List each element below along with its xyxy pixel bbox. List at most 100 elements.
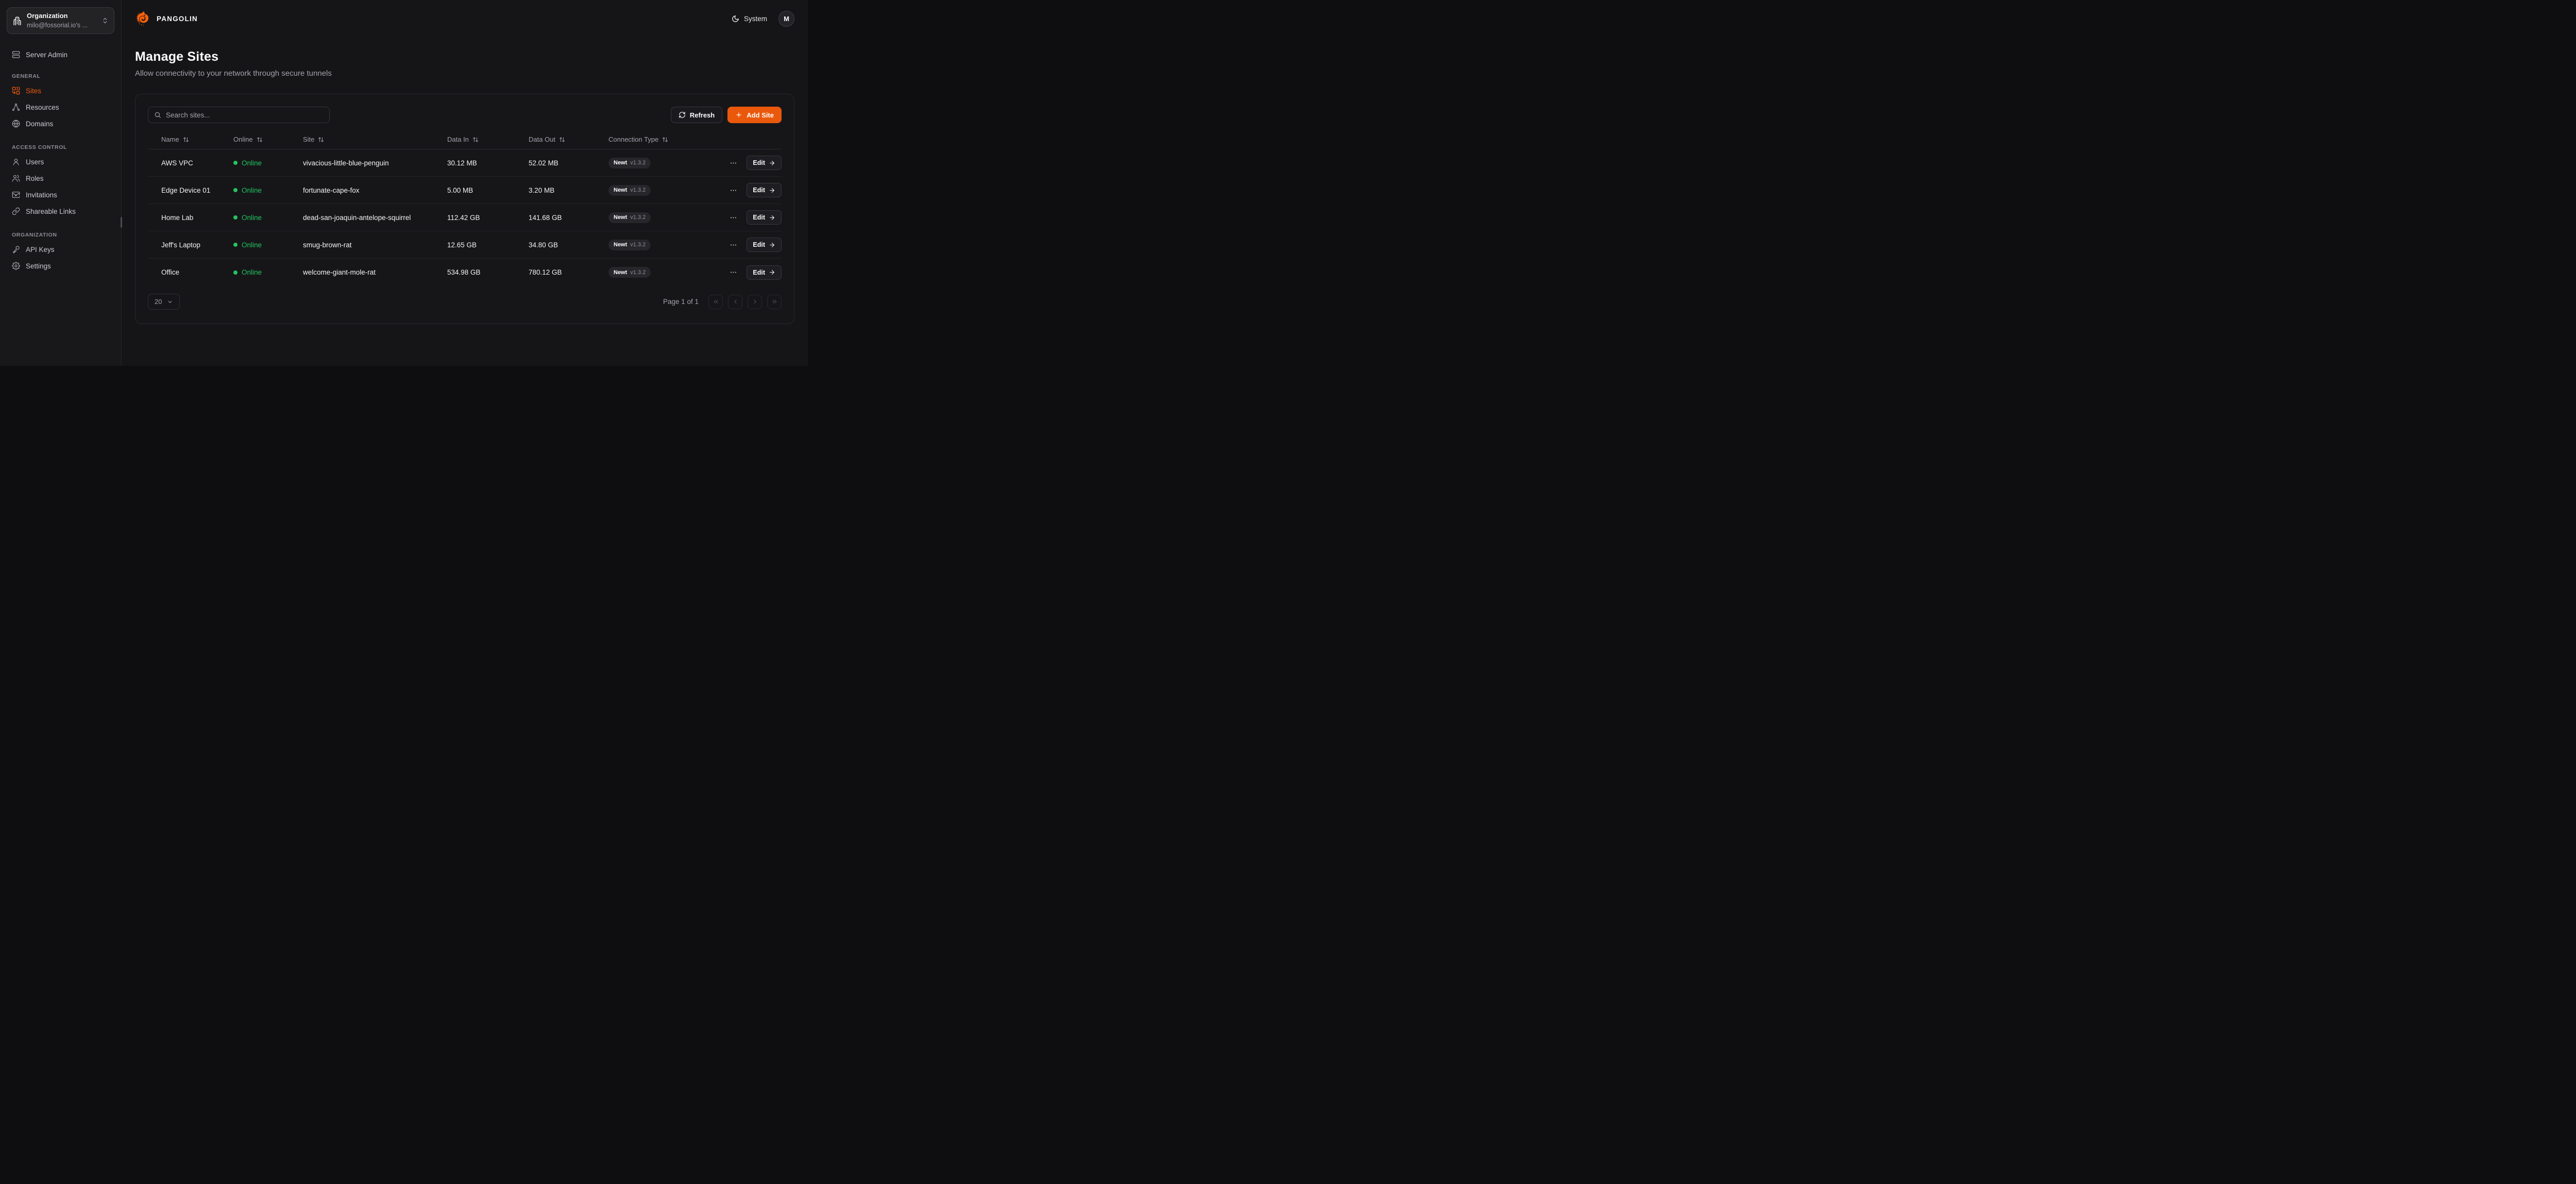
sidebar-item-label: Domains [26,120,54,128]
connection-type-cell: Newt v1.3.2 [608,184,730,196]
prev-page-button[interactable] [728,294,742,309]
column-header-name[interactable]: Name [148,136,233,143]
connection-badge: Newt v1.3.2 [608,267,651,278]
edit-button[interactable]: Edit [747,265,782,280]
sidebar-item-label: Invitations [26,191,57,199]
chevrons-right-icon [772,300,776,303]
server-icon [12,50,20,59]
sidebar-nav: Server Admin GENERAL Sites Resources Dom [7,46,114,274]
ellipsis-icon [731,217,737,218]
data-in-value: 112.42 GB [447,213,480,222]
card-toolbar: Refresh Add Site [148,107,782,123]
theme-toggle[interactable]: System [732,15,767,23]
link-icon [12,207,20,215]
add-site-button[interactable]: Add Site [727,107,782,123]
search-box [148,107,330,123]
edit-label: Edit [753,241,765,248]
avatar[interactable]: M [778,10,794,27]
sidebar-item-sites[interactable]: Sites [7,82,114,99]
row-actions: Edit [730,156,782,170]
connection-version: v1.3.2 [630,187,646,193]
site-name: Home Lab [161,213,194,222]
search-input[interactable] [166,111,324,119]
chevron-right-icon [753,299,756,304]
waypoints-icon [12,103,20,111]
topbar-right: System M [732,10,794,27]
sidebar-item-server-admin[interactable]: Server Admin [7,46,114,63]
refresh-icon [679,111,686,119]
sidebar-item-label: Users [26,158,44,166]
plus-icon [735,111,742,119]
org-selector-texts: Organization milo@fossorial.io's ... [27,11,97,30]
table-header-row: Name Online Site Data In [148,130,782,149]
table-row: Home Lab Online dead-san-joaquin-antelop… [148,204,782,231]
row-menu-button[interactable] [730,241,737,249]
search-icon [154,111,161,119]
sidebar-item-roles[interactable]: Roles [7,170,114,187]
edit-button[interactable]: Edit [747,210,782,225]
building-icon [12,16,22,26]
page-title: Manage Sites [135,49,219,64]
site-name: Office [161,268,180,276]
nav-section-access-control: ACCESS CONTROL [12,144,67,150]
page-subtitle: Allow connectivity to your network throu… [135,69,332,78]
sort-icon [662,137,668,143]
data-in-value: 12.65 GB [447,241,477,249]
online-label: Online [242,186,262,194]
row-menu-button[interactable] [730,187,737,194]
sidebar-item-label: Shareable Links [26,207,76,215]
edit-button[interactable]: Edit [747,183,782,197]
row-actions: Edit [730,238,782,252]
sites-icon [12,87,20,95]
online-dot-icon [233,270,238,275]
topbar: PANGOLIN System M [122,0,808,37]
row-menu-button[interactable] [730,268,737,276]
sidebar-item-invitations[interactable]: Invitations [7,187,114,203]
sidebar-resize-handle[interactable] [121,217,122,228]
moon-icon [732,15,739,23]
arrow-right-icon [769,187,775,194]
connection-version: v1.3.2 [630,269,646,276]
column-header-site[interactable]: Site [303,136,447,143]
table-row: Office Online welcome-giant-mole-rat 534… [148,259,782,286]
sidebar-item-label: Server Admin [26,50,68,59]
chevrons-up-down-icon [101,17,109,24]
online-dot-icon [233,188,238,192]
connection-type-cell: Newt v1.3.2 [608,239,730,250]
pager-label: Page 1 of 1 [663,298,699,306]
column-header-data-in[interactable]: Data In [447,136,529,143]
online-status: Online [233,214,303,222]
column-header-connection-type[interactable]: Connection Type [608,136,782,143]
connection-version: v1.3.2 [630,242,646,248]
row-menu-button[interactable] [730,159,737,167]
edit-button[interactable]: Edit [747,238,782,252]
column-header-data-out[interactable]: Data Out [529,136,608,143]
first-page-button[interactable] [708,294,723,309]
sidebar-item-api-keys[interactable]: API Keys [7,241,114,258]
sidebar-item-users[interactable]: Users [7,154,114,170]
sidebar-item-shareable-links[interactable]: Shareable Links [7,203,114,219]
row-actions: Edit [730,210,782,225]
sidebar-item-label: API Keys [26,245,55,253]
ellipsis-icon [731,244,737,245]
page-size-select[interactable]: 20 [148,294,180,310]
last-page-button[interactable] [767,294,782,309]
sidebar-item-resources[interactable]: Resources [7,99,114,115]
pangolin-logo-icon [135,10,152,27]
site-name: Jeff's Laptop [161,241,200,249]
sidebar-item-label: Settings [26,262,51,270]
data-in-value: 534.98 GB [447,268,481,276]
column-header-online[interactable]: Online [233,136,303,143]
sidebar-item-settings[interactable]: Settings [7,258,114,274]
edit-button[interactable]: Edit [747,156,782,170]
connection-name: Newt [614,187,628,193]
user-icon [12,158,20,166]
online-label: Online [242,241,262,249]
sidebar-item-label: Roles [26,174,44,182]
sidebar-item-domains[interactable]: Domains [7,115,114,132]
online-status: Online [233,241,303,249]
row-menu-button[interactable] [730,214,737,222]
next-page-button[interactable] [748,294,762,309]
refresh-button[interactable]: Refresh [670,107,723,123]
org-selector[interactable]: Organization milo@fossorial.io's ... [7,7,114,34]
